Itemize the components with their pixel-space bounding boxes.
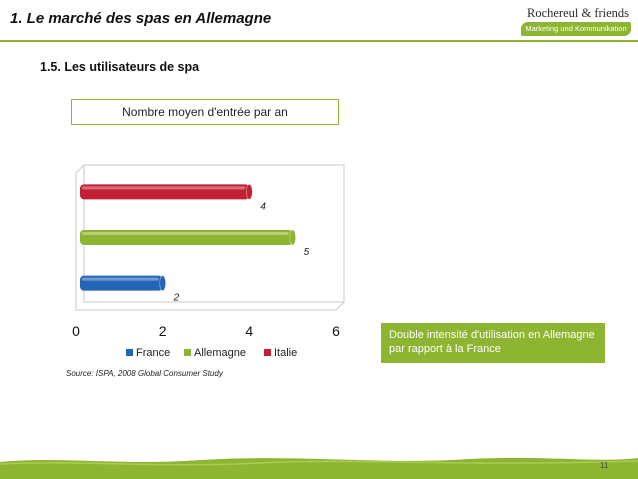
chart-legend: France Allemagne Italie	[126, 347, 297, 359]
svg-text:Allemagne: Allemagne	[194, 347, 246, 359]
svg-text:Italie: Italie	[274, 347, 297, 359]
value-label-france: 2	[173, 293, 180, 304]
chart-x-tick-labels: 0 2 4 6	[72, 323, 340, 339]
bar-face-france	[80, 275, 163, 291]
x-tick-4: 4	[245, 323, 253, 339]
svg-text:France: France	[136, 347, 170, 359]
legend-italie: Italie	[264, 347, 297, 359]
page-number: 11	[600, 461, 609, 470]
value-label-allemagne: 5	[304, 247, 310, 258]
chart-title: Nombre moyen d'entrée par an	[71, 99, 339, 125]
header-divider	[0, 40, 638, 42]
value-label-italie: 4	[260, 201, 266, 212]
source-citation: Source: ISPA, 2008 Global Consumer Study	[66, 369, 223, 378]
chart-axis-lines	[75, 164, 345, 311]
footer-band	[0, 457, 638, 479]
bar-face-italie	[80, 184, 250, 200]
chart-value-labels: 2 5 4	[173, 201, 310, 303]
x-tick-2: 2	[159, 323, 167, 339]
section-title: 1.5. Les utilisateurs de spa	[40, 60, 200, 74]
bar-italie	[80, 183, 253, 200]
slide-title: 1. Le marché des spas en Allemagne	[10, 10, 272, 27]
legend-allemagne: Allemagne	[184, 347, 246, 359]
logo-tagline: Marketing und Kommunikation	[521, 22, 631, 36]
bar-allemagne	[80, 229, 297, 246]
x-tick-6: 6	[332, 323, 340, 339]
insight-note: Double intensité d'utilisation en Allema…	[381, 323, 605, 363]
bar-france	[80, 275, 167, 292]
chart-bars	[80, 183, 297, 292]
x-tick-0: 0	[72, 323, 80, 339]
legend-france: France	[126, 347, 170, 359]
chart-frame	[75, 164, 345, 311]
bar-face-allemagne	[80, 230, 293, 245]
logo-name: Rochereul & friends	[527, 6, 630, 20]
